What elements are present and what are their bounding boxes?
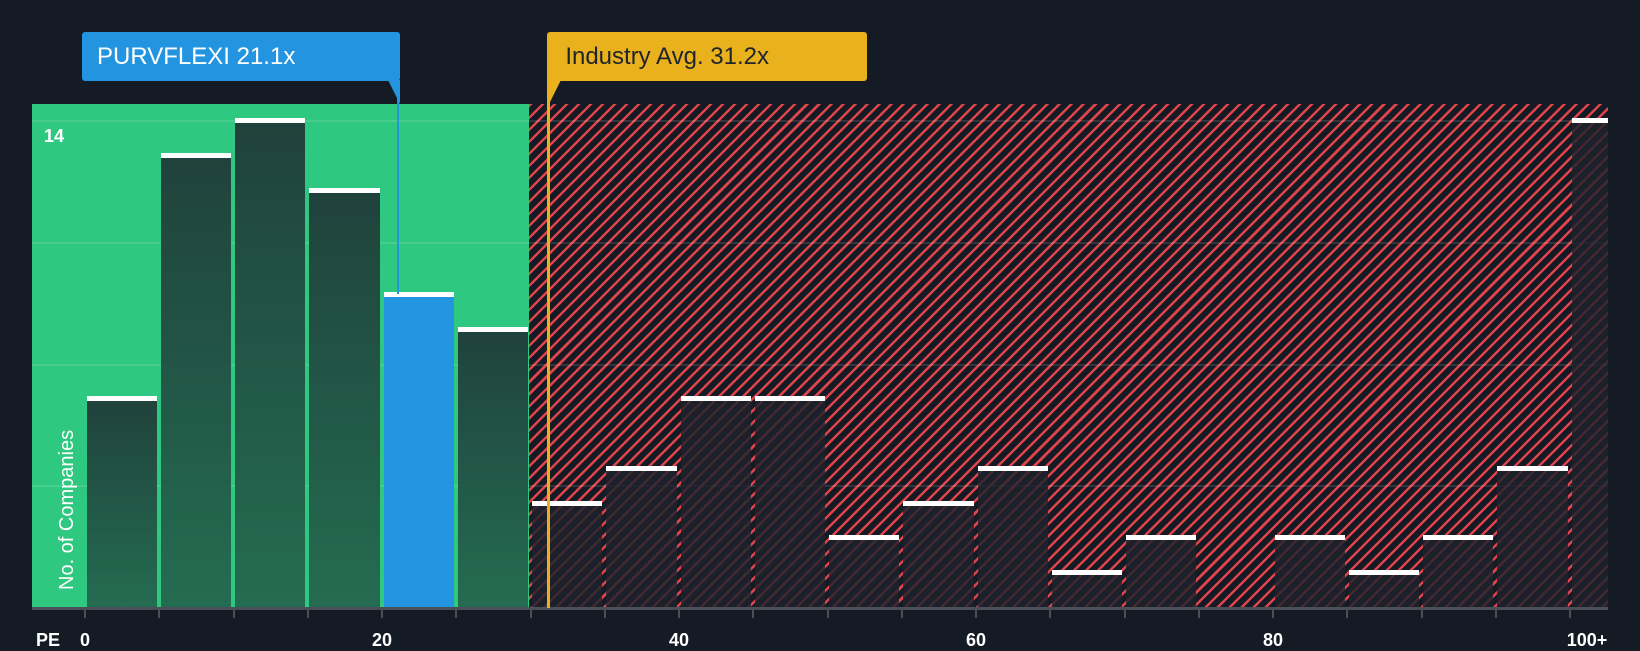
x-axis-tick-label: 20 — [371, 630, 393, 650]
bar-top-cap — [1348, 570, 1419, 576]
bar-top-cap — [383, 291, 454, 297]
bar-top-cap — [532, 500, 603, 506]
histogram-bar — [160, 152, 231, 608]
bar-top-cap — [309, 187, 380, 193]
chart-plot-area — [32, 104, 1608, 608]
bar-top-cap — [829, 535, 900, 541]
bar-top-cap — [1274, 535, 1345, 541]
bar-top-cap — [1571, 118, 1608, 123]
x-axis-tick — [900, 610, 903, 618]
x-axis-tick — [975, 610, 977, 618]
company-pe-marker-line — [397, 78, 400, 294]
histogram-bar — [532, 500, 603, 608]
x-axis-tick — [306, 610, 309, 618]
x-axis-tick-label: 100+ — [1566, 630, 1608, 650]
histogram-bar — [1126, 535, 1197, 608]
x-axis-tick — [1346, 610, 1349, 618]
company-pe-callout: PURVFLEXI 21.1x — [82, 32, 401, 81]
bar-top-cap — [457, 326, 528, 332]
x-axis-tick — [1420, 610, 1423, 618]
histogram-bar — [1274, 535, 1345, 608]
bar-top-cap — [1497, 465, 1568, 471]
bar-top-cap — [977, 465, 1048, 471]
histogram-bar — [86, 396, 157, 608]
company-pe-callout-text: PURVFLEXI 21.1x — [97, 43, 296, 70]
histogram-bar — [235, 118, 306, 608]
bar-top-cap — [235, 118, 306, 123]
x-axis-tick — [84, 610, 86, 618]
x-axis-tick-label: 0 — [79, 630, 91, 650]
x-axis-tick — [455, 610, 458, 618]
gridline — [32, 363, 1608, 366]
histogram-bar — [383, 291, 454, 608]
histogram-bar — [1497, 465, 1568, 608]
gridline — [32, 241, 1608, 244]
histogram-bar — [1571, 118, 1608, 608]
histogram-bar — [1423, 535, 1494, 608]
bar-top-cap — [1051, 570, 1122, 576]
histogram-bar — [829, 535, 900, 608]
histogram-bar — [903, 500, 974, 608]
bar-top-cap — [754, 396, 825, 402]
x-axis-tick-label: 60 — [965, 630, 987, 650]
x-axis-tick — [1197, 610, 1200, 618]
histogram-bar — [606, 465, 677, 608]
x-axis-tick — [678, 610, 680, 618]
x-axis-tick — [1272, 610, 1274, 618]
bar-top-cap — [1423, 535, 1494, 541]
x-axis-line — [32, 607, 1608, 610]
histogram-bar — [1348, 570, 1419, 608]
x-axis-tick-label: 40 — [668, 630, 690, 650]
histogram-bar — [1051, 570, 1122, 608]
company-callout-pointer — [388, 80, 401, 104]
x-axis-tick — [1123, 610, 1126, 618]
x-axis-tick — [826, 610, 829, 618]
industry-callout-pointer — [549, 80, 562, 104]
x-axis-tick — [1494, 610, 1497, 618]
bar-top-cap — [1126, 535, 1197, 541]
industry-avg-callout-text: Industry Avg. 31.2x — [565, 43, 769, 70]
x-axis-tick — [529, 610, 532, 618]
bar-top-cap — [680, 396, 751, 402]
bar-top-cap — [606, 465, 677, 471]
industry-avg-marker-line — [547, 78, 551, 608]
x-axis-tick — [1569, 610, 1571, 618]
x-axis-tick — [381, 610, 383, 618]
histogram-bar — [754, 396, 825, 608]
x-axis-tick-label: 80 — [1262, 630, 1284, 650]
histogram-bar — [977, 465, 1048, 608]
x-axis-tick — [603, 610, 606, 618]
x-axis-tick — [232, 610, 235, 618]
x-axis-tick — [158, 610, 161, 618]
x-axis-tick — [752, 610, 755, 618]
x-axis-tick — [1049, 610, 1052, 618]
y-axis-title: No. of Companies — [56, 429, 78, 590]
histogram-bar — [680, 396, 751, 608]
industry-avg-callout: Industry Avg. 31.2x — [547, 32, 867, 81]
histogram-bar — [457, 326, 528, 608]
gridline — [32, 120, 1608, 122]
bar-top-cap — [160, 152, 231, 158]
x-axis-title: PE — [36, 630, 61, 650]
histogram-bar — [309, 187, 380, 608]
bar-top-cap — [86, 396, 157, 402]
bar-top-cap — [903, 500, 974, 506]
y-axis-max-label: 14 — [44, 126, 65, 146]
